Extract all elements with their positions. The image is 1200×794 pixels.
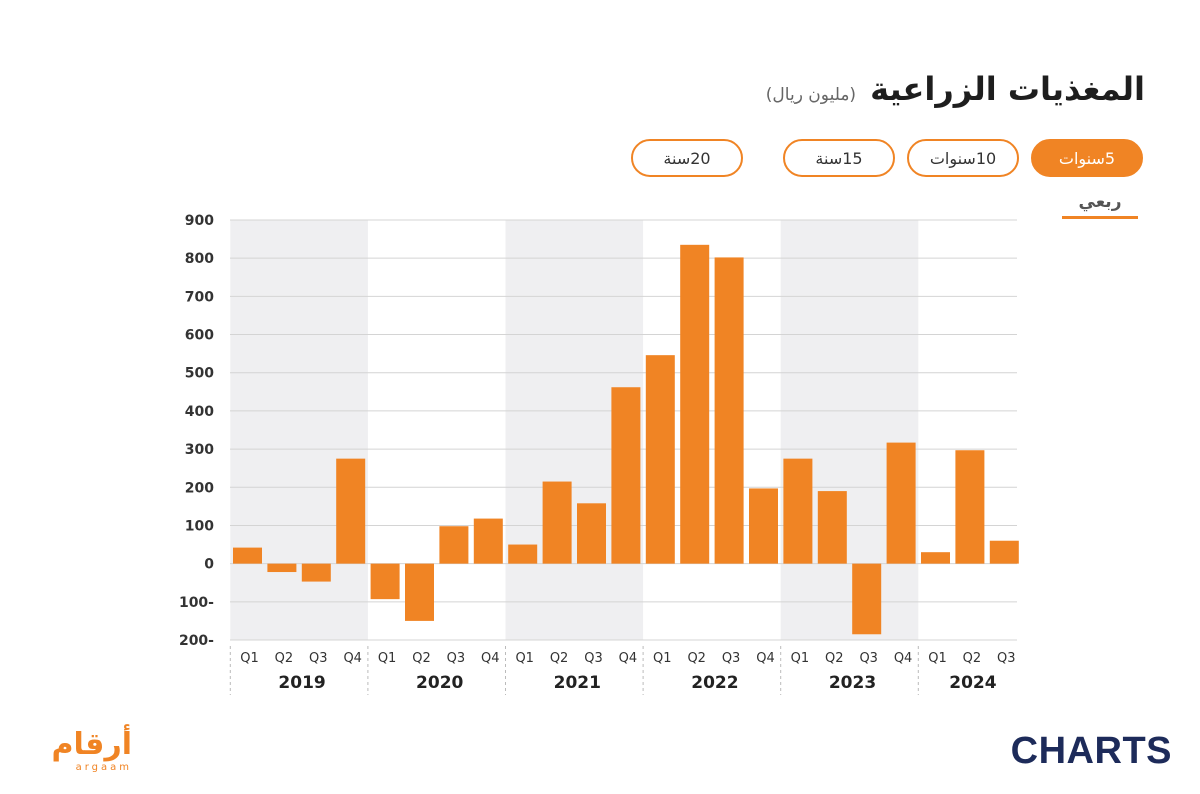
x-tick-quarter: Q2 xyxy=(687,651,706,666)
y-tick-label: 500 xyxy=(185,366,214,382)
x-tick-quarter: Q1 xyxy=(653,651,672,666)
x-tick-quarter: Q1 xyxy=(791,651,810,666)
y-tick-label: 600 xyxy=(185,328,214,344)
y-tick-label: 700 xyxy=(185,289,214,305)
x-tick-quarter: Q3 xyxy=(997,651,1016,666)
y-tick-label: 400 xyxy=(185,404,214,420)
bar xyxy=(817,491,847,564)
x-tick-quarter: Q2 xyxy=(825,651,844,666)
x-tick-quarter: Q3 xyxy=(722,651,741,666)
charts-logo: CHARTS xyxy=(1010,730,1172,772)
y-tick-label: 200- xyxy=(179,633,214,649)
y-tick-label: 0 xyxy=(204,557,214,573)
year-band-2023 xyxy=(780,220,919,640)
bar xyxy=(542,481,572,564)
tab-20-years[interactable]: 20سنة xyxy=(631,139,743,177)
x-tick-quarter: Q1 xyxy=(240,651,259,666)
x-tick-quarter: Q2 xyxy=(963,651,982,666)
bar xyxy=(886,442,916,564)
x-tick-quarter: Q1 xyxy=(515,651,534,666)
y-tick-label: 100 xyxy=(185,518,214,534)
x-tick-year: 2023 xyxy=(829,673,876,693)
x-tick-quarter: Q3 xyxy=(309,651,328,666)
bar xyxy=(645,355,675,564)
range-tabs: 5سنوات 10سنوات 15سنة 20سنة xyxy=(631,139,1143,177)
x-tick-quarter: Q3 xyxy=(859,651,878,666)
bar xyxy=(370,563,400,600)
bar xyxy=(989,540,1019,564)
period-underline xyxy=(1062,216,1138,219)
year-band-2019 xyxy=(230,220,368,640)
x-tick-quarter: Q4 xyxy=(756,651,775,666)
y-tick-label: 900 xyxy=(185,213,214,229)
bar xyxy=(301,563,331,582)
x-tick-quarter: Q4 xyxy=(481,651,500,666)
bar xyxy=(783,458,813,564)
x-tick-quarter: Q2 xyxy=(275,651,294,666)
tab-5-years[interactable]: 5سنوات xyxy=(1031,139,1143,177)
bar xyxy=(267,563,297,573)
bar xyxy=(680,244,710,564)
bar xyxy=(921,552,950,564)
bar xyxy=(749,488,778,564)
bar xyxy=(473,518,503,564)
argaam-logo-ar: أرقام xyxy=(52,724,132,762)
period-toggle-quarterly[interactable]: ربعي xyxy=(1062,192,1138,219)
y-tick-label: 300 xyxy=(185,442,214,458)
y-tick-label: 800 xyxy=(185,251,214,267)
x-tick-year: 2019 xyxy=(278,673,325,693)
argaam-logo-en: argaam xyxy=(76,762,132,772)
x-tick-year: 2021 xyxy=(554,673,601,693)
chart-header: المغذيات الزراعية (مليون ريال) xyxy=(766,70,1145,108)
x-tick-quarter: Q4 xyxy=(343,651,362,666)
bar xyxy=(852,563,882,635)
chart-unit: (مليون ريال) xyxy=(765,85,857,105)
x-tick-year: 2024 xyxy=(949,673,996,693)
bar xyxy=(611,387,641,564)
x-tick-quarter: Q3 xyxy=(584,651,603,666)
x-tick-quarter: Q1 xyxy=(928,651,947,666)
bar xyxy=(439,526,469,564)
argaam-logo: أرقام argaam xyxy=(52,724,132,772)
bar xyxy=(336,458,366,564)
y-tick-label: 200 xyxy=(185,480,214,496)
bar xyxy=(233,547,262,564)
x-tick-quarter: Q2 xyxy=(412,651,431,666)
x-tick-quarter: Q1 xyxy=(378,651,397,666)
x-tick-quarter: Q3 xyxy=(447,651,466,666)
bar xyxy=(508,544,538,564)
y-tick-label: 100- xyxy=(179,595,214,611)
x-tick-quarter: Q2 xyxy=(550,651,569,666)
bar xyxy=(577,503,606,564)
bar xyxy=(955,450,985,564)
x-tick-quarter: Q4 xyxy=(619,651,638,666)
x-tick-quarter: Q4 xyxy=(894,651,913,666)
chart-title: المغذيات الزراعية xyxy=(870,70,1145,108)
tab-15-years[interactable]: 15سنة xyxy=(783,139,895,177)
x-tick-year: 2020 xyxy=(416,673,463,693)
x-tick-year: 2022 xyxy=(691,673,738,693)
tab-10-years[interactable]: 10سنوات xyxy=(907,139,1019,177)
period-label: ربعي xyxy=(1078,192,1122,212)
bar xyxy=(714,257,744,564)
bar xyxy=(405,563,434,621)
